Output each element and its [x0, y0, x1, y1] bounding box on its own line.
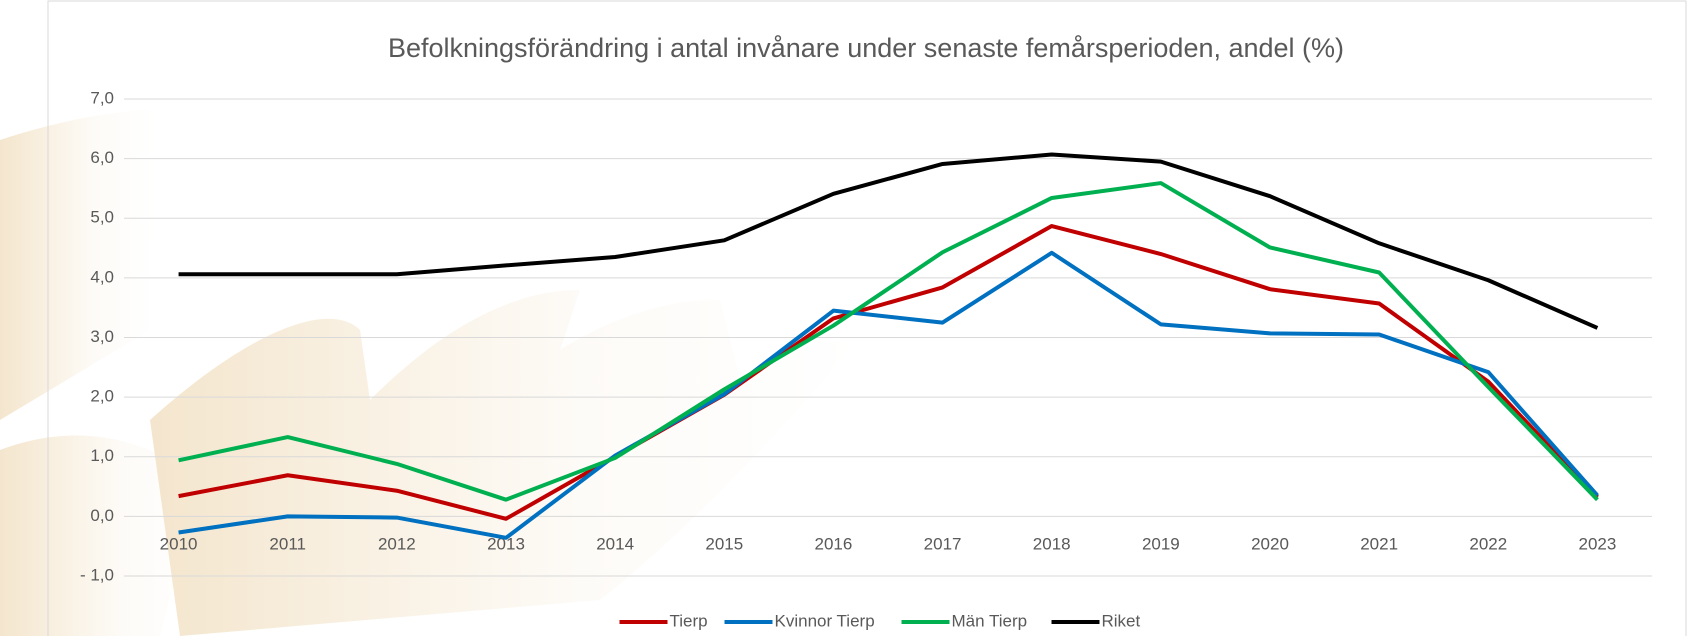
- legend-label: Män Tierp: [952, 611, 1028, 630]
- x-tick-label: 2012: [378, 534, 416, 553]
- y-tick-label: 6,0: [90, 148, 114, 167]
- y-tick-label: - 1,0: [80, 565, 114, 584]
- y-tick-label: 3,0: [90, 327, 114, 346]
- legend-label: Tierp: [670, 611, 708, 630]
- x-tick-label: 2023: [1579, 534, 1617, 553]
- x-tick-label: 2018: [1033, 534, 1071, 553]
- legend-label: Riket: [1102, 611, 1141, 630]
- x-tick-label: 2017: [924, 534, 962, 553]
- x-tick-label: 2019: [1142, 534, 1180, 553]
- chart-title: Befolkningsförändring i antal invånare u…: [388, 33, 1344, 63]
- y-tick-label: 1,0: [90, 446, 114, 465]
- y-tick-label: 7,0: [90, 88, 114, 107]
- x-tick-label: 2020: [1251, 534, 1289, 553]
- x-tick-label: 2016: [815, 534, 853, 553]
- legend-label: Kvinnor Tierp: [775, 611, 875, 630]
- x-tick-label: 2010: [160, 534, 198, 553]
- chart: Befolkningsförändring i antal invånare u…: [0, 0, 1687, 636]
- background-decoration: [0, 110, 860, 636]
- y-tick-label: 2,0: [90, 387, 114, 406]
- y-tick-label: 0,0: [90, 506, 114, 525]
- y-tick-label: 4,0: [90, 267, 114, 286]
- y-tick-label: 5,0: [90, 208, 114, 227]
- x-tick-label: 2022: [1469, 534, 1507, 553]
- x-tick-label: 2014: [596, 534, 634, 553]
- x-tick-label: 2021: [1360, 534, 1398, 553]
- x-tick-label: 2015: [705, 534, 743, 553]
- x-tick-label: 2011: [269, 534, 306, 553]
